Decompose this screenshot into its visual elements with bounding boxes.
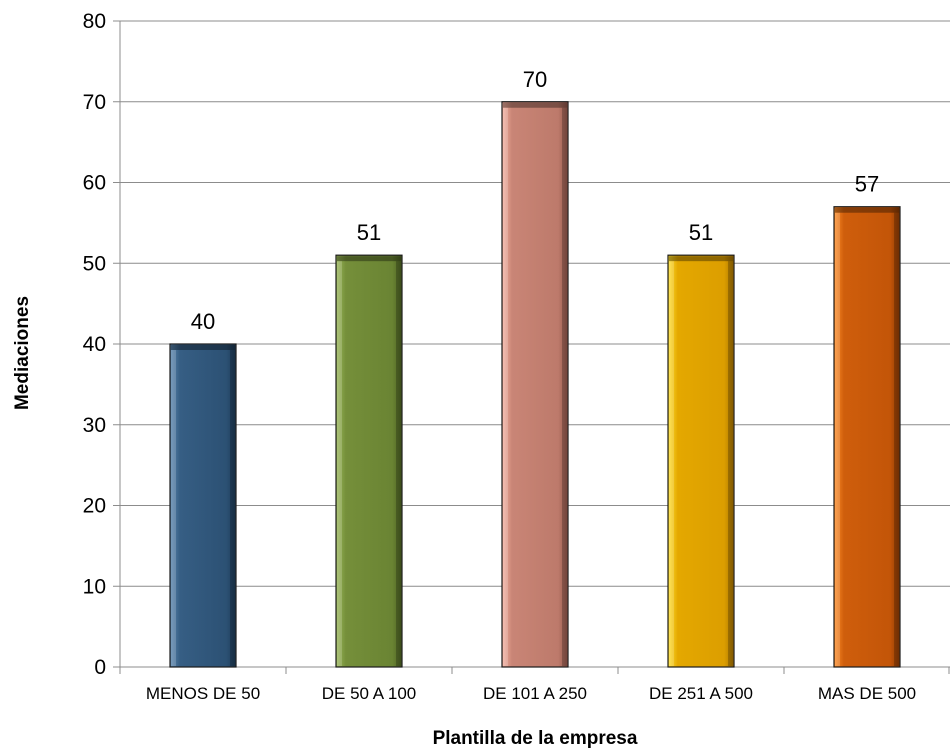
bar-4 (667, 254, 735, 668)
bar-rect (667, 254, 735, 668)
axes: 0 10 20 30 40 50 60 70 80 (83, 10, 950, 679)
bar-5 (833, 206, 901, 668)
bar-bevel-top (503, 102, 567, 108)
x-tick-label: MENOS DE 50 (146, 684, 260, 703)
bar-bevel-left (503, 107, 508, 666)
bar-bevel-top (669, 256, 733, 262)
x-tick-label: DE 101 A 250 (483, 684, 587, 703)
data-label: 57 (855, 172, 879, 197)
bar-bevel-right (230, 350, 235, 666)
bar-rect (335, 254, 403, 668)
bar-rect (833, 206, 901, 668)
x-tick-label: DE 50 A 100 (322, 684, 417, 703)
bar-bevel-right (562, 107, 567, 666)
bar-bevel-right (894, 212, 899, 666)
data-label: 51 (357, 220, 381, 245)
bar-bevel-top (337, 256, 401, 262)
bar-bevel-left (669, 261, 674, 666)
bar-1 (169, 343, 237, 668)
y-tick-label: 50 (83, 252, 106, 275)
data-label: 70 (523, 67, 547, 92)
bar-bevel-right (728, 261, 733, 666)
bar-bevel-top (171, 345, 235, 350)
bars (169, 101, 901, 668)
y-tick-label: 10 (83, 575, 106, 598)
y-tick-label: 0 (94, 656, 106, 679)
bar-bevel-right (396, 261, 401, 666)
y-tick-label: 20 (83, 495, 106, 518)
y-tick-label: 60 (83, 172, 106, 195)
y-tick-label: 30 (83, 414, 106, 437)
y-tick-label: 70 (83, 91, 106, 114)
data-label: 51 (689, 220, 713, 245)
bar-2 (335, 254, 403, 668)
bar-rect (169, 343, 237, 668)
bar-bevel-top (835, 207, 899, 213)
y-axis-title: Mediaciones (12, 296, 33, 410)
bar-bevel-left (171, 350, 176, 666)
labels: 40 MENOS DE 50 51 DE 50 A 100 70 DE 101 A 250… (146, 67, 916, 703)
y-tick-label: 80 (83, 10, 106, 33)
bar-3 (501, 101, 569, 668)
bar-bevel-left (835, 212, 840, 666)
bar-rect (501, 101, 569, 668)
x-tick-label: MAS DE 500 (818, 684, 916, 703)
x-tick-label: DE 251 A 500 (649, 684, 753, 703)
y-tick-label: 40 (83, 333, 106, 356)
x-axis-title: Plantilla de la empresa (433, 728, 638, 749)
data-label: 40 (191, 309, 215, 334)
bar-bevel-left (337, 261, 342, 666)
